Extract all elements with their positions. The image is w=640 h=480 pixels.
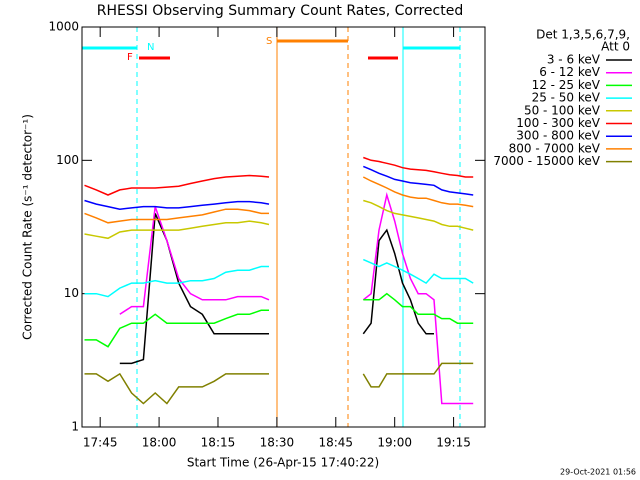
series-line bbox=[119, 192, 474, 405]
flag-bars bbox=[82, 39, 460, 60]
chart-title: RHESSI Observing Summary Count Rates, Co… bbox=[97, 3, 463, 19]
legend-header: Det 1,3,5,6,7,9, bbox=[536, 28, 630, 42]
series-line bbox=[84, 176, 474, 224]
x-tick-label: 19:00 bbox=[377, 436, 412, 450]
series-line bbox=[84, 292, 474, 348]
x-tick-label: 17:45 bbox=[83, 436, 118, 450]
flag-label: N bbox=[147, 42, 154, 53]
legend-label: 800 - 7000 keV bbox=[509, 141, 601, 155]
y-tick-label: 10 bbox=[64, 286, 79, 300]
legend-header: Att 0 bbox=[601, 40, 630, 54]
series-line bbox=[84, 156, 474, 196]
series-line bbox=[84, 199, 474, 240]
x-tick-label: 18:30 bbox=[260, 436, 295, 450]
x-axis-label: Start Time (26-Apr-15 17:40:22) bbox=[187, 456, 379, 470]
series-line bbox=[84, 362, 474, 405]
y-axis-label: Corrected Count Rate (s⁻¹ detector⁻¹) bbox=[21, 114, 35, 340]
legend-label: 3 - 6 keV bbox=[547, 53, 601, 67]
legend-label: 12 - 25 keV bbox=[532, 78, 601, 92]
legend-label: 6 - 12 keV bbox=[539, 65, 601, 79]
flag-label: F bbox=[127, 52, 133, 63]
series-line bbox=[84, 165, 474, 210]
series-line bbox=[84, 258, 474, 298]
legend-label: 100 - 300 keV bbox=[516, 116, 600, 130]
x-tick-label: 19:15 bbox=[436, 436, 471, 450]
x-tick-label: 18:15 bbox=[201, 436, 236, 450]
footer: 29-Oct-2021 01:56 bbox=[560, 468, 636, 477]
y-tick-label: 1000 bbox=[48, 20, 79, 34]
plot-frame bbox=[81, 26, 486, 428]
legend-label: 25 - 50 keV bbox=[532, 91, 601, 105]
y-tick-label: 100 bbox=[56, 153, 79, 167]
flag-label: S bbox=[266, 36, 272, 47]
x-tick-label: 18:45 bbox=[318, 436, 353, 450]
y-tick-label: 1 bbox=[71, 420, 79, 434]
flag-lines bbox=[136, 27, 461, 427]
legend-label: 7000 - 15000 keV bbox=[493, 154, 600, 168]
legend-label: 300 - 800 keV bbox=[516, 129, 600, 143]
legend-label: 50 - 100 keV bbox=[524, 103, 601, 117]
x-tick-label: 18:00 bbox=[142, 436, 177, 450]
